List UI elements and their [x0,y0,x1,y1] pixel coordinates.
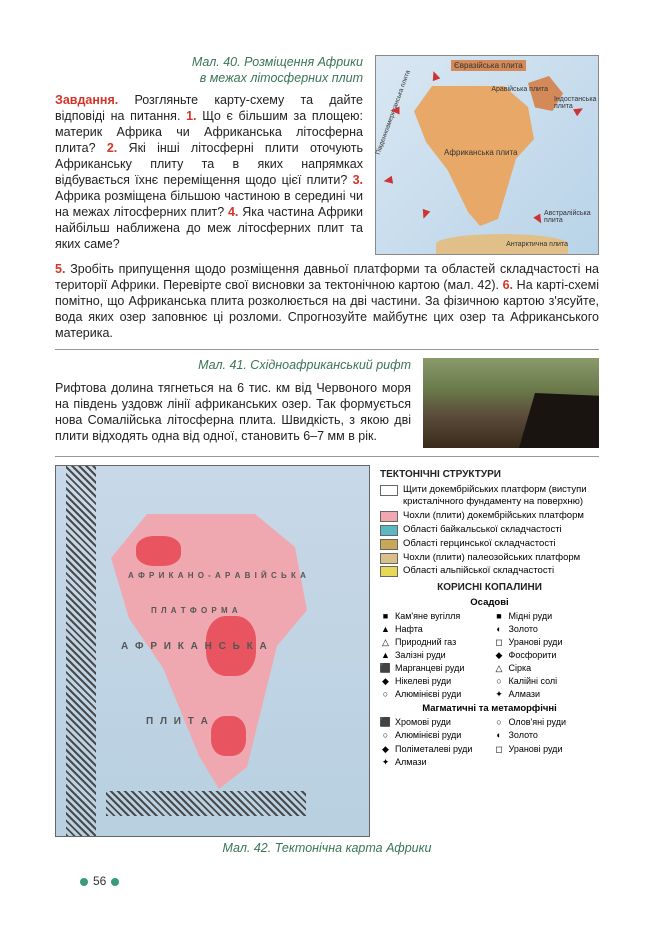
page-number: 56 [75,874,124,888]
plate-label-arabia: Аравійська плита [491,86,548,93]
task-label: Завдання. [55,93,118,107]
section-map40: Мал. 40. Розміщення Африки в межах літос… [55,55,599,255]
tectonic-map-africa: А Ф Р И К А Н О - А Р А В І Й С Ь К А П … [55,465,370,837]
mineral-item: ▲Нафта [380,623,486,635]
plate-label-antarct: Антарктична плита [506,241,568,248]
mineral-item: ○Алюмінієві руди [380,729,486,741]
mineral-item: ○Олов'яні руди [494,716,600,728]
plate-label-austral: Австралійська плита [544,210,594,224]
mineral-item: ✦Алмази [494,688,600,700]
plate-label-eurasia: Євразійська плита [451,60,526,71]
figure-caption-41: Мал. 41. Східноафриканський рифт [55,358,411,374]
divider [55,349,599,350]
rift-text: Рифтова долина тягнеться на 6 тис. км ві… [55,380,411,444]
mineral-item: ■Мідні руди [494,610,600,622]
task-text-cont: 5. Зробіть припущення щодо розміщення да… [55,261,599,341]
plate-label-africa: Африканська плита [444,148,517,157]
rift-photo [423,358,599,448]
mineral-item: ◆Поліметалеві руди [380,743,486,755]
mineral-item: ○Алюмінієві руди [380,688,486,700]
mineral-item: ▲Залізні руди [380,649,486,661]
mineral-item: ✦Алмази [380,756,486,768]
mineral-item: ■Кам'яне вугілля [380,610,486,622]
mineral-item: ○Калійні солі [494,675,600,687]
figure-caption-40: Мал. 40. Розміщення Африки в межах літос… [55,55,363,86]
mineral-item: △Сірка [494,662,600,674]
figure-caption-42: Мал. 42. Тектонічна карта Африки [55,841,599,855]
mineral-item: ⬛Хромові руди [380,716,486,728]
task-text: Завдання. Розгляньте карту-схему та дайт… [55,92,363,252]
section-rift: Мал. 41. Східноафриканський рифт Рифтова… [55,358,599,448]
legend-title-structures: ТЕКТОНІЧНІ СТРУКТУРИ [380,468,599,482]
mineral-item: ◻Уранові руди [494,636,600,648]
map-legend: ТЕКТОНІЧНІ СТРУКТУРИ Щити докембрійських… [380,465,599,837]
mineral-item: ◐Золото [494,729,600,741]
map-lithosphere-plates: Євразійська плита Аравійська плита Індос… [375,55,599,255]
mineral-item: ◆Нікелеві руди [380,675,486,687]
mineral-item: ◆Фосфорити [494,649,600,661]
legend-title-minerals: КОРИСНІ КОПАЛИНИ [380,581,599,595]
divider [55,456,599,457]
section-tectonic-map: А Ф Р И К А Н О - А Р А В І Й С Ь К А П … [55,465,599,837]
mineral-item: ◐Золото [494,623,600,635]
mineral-item: △Природний газ [380,636,486,648]
mineral-item: ⬛Марганцеві руди [380,662,486,674]
mineral-item: ◻Уранові руди [494,743,600,755]
